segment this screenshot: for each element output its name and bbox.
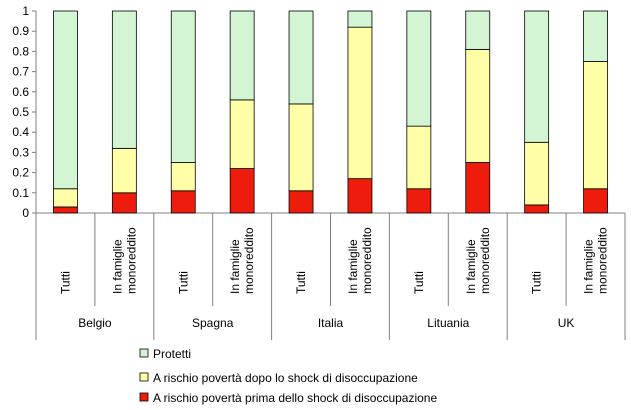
category-label: monoreddito [596, 227, 610, 294]
bar-segment [583, 10, 608, 62]
bar-segment [406, 125, 432, 190]
bar-segment [406, 10, 432, 127]
category-label: Tutti [530, 271, 544, 294]
category-label: monoreddito [360, 227, 374, 294]
bar-segment [288, 10, 314, 105]
bar-segment [406, 188, 432, 214]
y-tick-label: 0.8 [12, 44, 29, 58]
bar-segment [229, 10, 255, 101]
bar-segment [111, 10, 137, 149]
category-label: monoreddito [124, 227, 138, 294]
bar-segment [170, 162, 196, 192]
bar-segment [170, 190, 196, 214]
bar-segment [53, 206, 78, 214]
bar-segment [583, 188, 608, 214]
y-tick-label: 0.1 [12, 186, 29, 200]
legend-swatch [139, 392, 149, 402]
bar-segment [170, 10, 196, 163]
bar-segment [229, 168, 255, 214]
bar-segment [347, 178, 373, 214]
legend-swatch [139, 372, 149, 382]
bar-segment [347, 26, 373, 180]
y-tick-label: 0.4 [12, 125, 29, 139]
category-label: Tutti [294, 271, 308, 294]
bar-segment [465, 48, 491, 163]
bar-segment [583, 61, 608, 190]
category-label: Tutti [58, 271, 72, 294]
legend-swatch [139, 348, 149, 358]
bar-segment [111, 192, 137, 214]
group-label: Belgio [78, 316, 112, 330]
group-label: Spagna [192, 316, 234, 330]
y-tick-label: 0.3 [12, 145, 29, 159]
y-tick-label: 0 [22, 206, 29, 220]
bar-segment [111, 147, 137, 194]
bar-segment [53, 10, 78, 190]
category-label: monoreddito [478, 227, 492, 294]
bar-segment [524, 141, 550, 206]
y-tick-label: 1 [22, 4, 29, 18]
bar-segment [229, 99, 255, 169]
y-tick-label: 0.2 [12, 166, 29, 180]
group-label: UK [558, 316, 575, 330]
bar-segment [288, 103, 314, 192]
bar-segment [465, 10, 491, 50]
legend-label: A rischio povertà prima dello shock di d… [153, 391, 437, 405]
bar-segment [288, 190, 314, 214]
y-tick-label: 0.9 [12, 24, 29, 38]
category-label: Tutti [176, 271, 190, 294]
legend-label: Protetti [153, 347, 191, 361]
y-tick-label: 0.5 [12, 105, 29, 119]
category-label: In famiglie [228, 239, 242, 294]
group-label: Italia [318, 316, 344, 330]
bar-segment [524, 204, 550, 214]
category-label: Tutti [412, 271, 426, 294]
category-label: In famiglie [464, 239, 478, 294]
category-label: In famiglie [582, 239, 596, 294]
bar-segment [53, 188, 78, 208]
bar-segment [524, 10, 550, 143]
group-label: Lituania [427, 316, 469, 330]
category-label: In famiglie [346, 239, 360, 294]
y-tick-label: 0.7 [12, 65, 29, 79]
category-label: monoreddito [242, 227, 256, 294]
y-tick-label: 0.6 [12, 85, 29, 99]
bar-segment [347, 10, 373, 28]
legend-label: A rischio povertà dopo lo shock di disoc… [153, 371, 418, 385]
bar-segment [465, 162, 491, 214]
category-label: In famiglie [110, 239, 124, 294]
